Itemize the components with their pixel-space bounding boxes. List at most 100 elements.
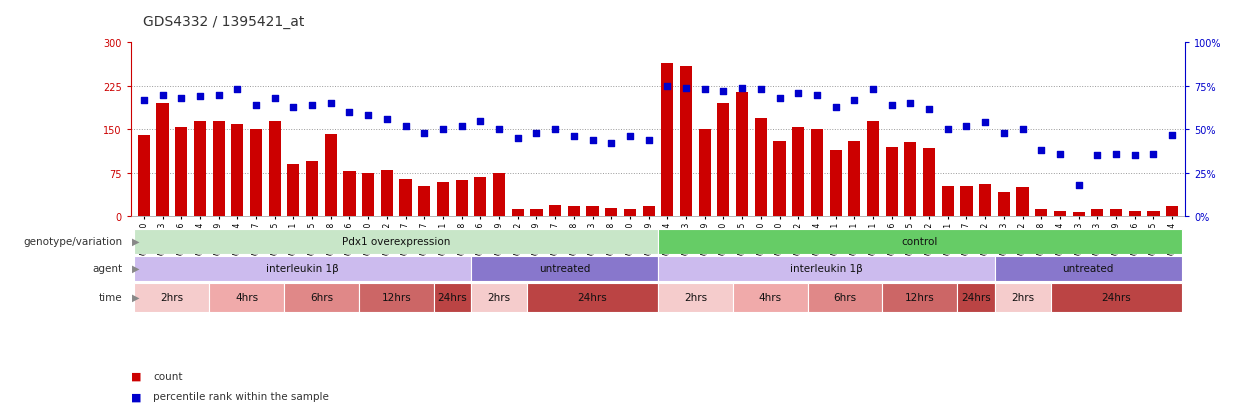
Text: interleukin 1β: interleukin 1β — [789, 263, 863, 273]
Point — [1106, 151, 1125, 158]
Point — [583, 137, 603, 144]
Bar — [605, 208, 618, 217]
Bar — [176, 127, 187, 217]
Bar — [979, 185, 991, 217]
Point — [900, 101, 920, 107]
Point — [788, 90, 808, 97]
Text: 2hrs: 2hrs — [488, 292, 510, 302]
Bar — [733, 283, 808, 312]
Point — [919, 106, 939, 113]
Bar — [792, 127, 804, 217]
Point — [676, 85, 696, 92]
Bar — [1111, 210, 1122, 217]
Bar — [157, 104, 168, 217]
Text: interleukin 1β: interleukin 1β — [266, 263, 339, 273]
Point — [994, 130, 1013, 137]
Bar — [717, 104, 730, 217]
Bar — [433, 283, 471, 312]
Point — [863, 87, 883, 93]
Point — [1068, 182, 1088, 189]
Text: count: count — [153, 371, 183, 381]
Bar — [288, 165, 300, 217]
Bar — [829, 150, 842, 217]
Point — [265, 95, 285, 102]
Bar — [527, 283, 657, 312]
Point — [881, 102, 901, 109]
Bar — [325, 135, 337, 217]
Point — [153, 92, 173, 99]
Bar — [659, 256, 995, 281]
Bar — [736, 93, 748, 217]
Bar — [960, 187, 972, 217]
Bar — [586, 206, 599, 217]
Bar — [1073, 212, 1084, 217]
Bar — [568, 206, 580, 217]
Bar — [213, 121, 224, 217]
Bar — [848, 142, 860, 217]
Text: 24hrs: 24hrs — [961, 292, 991, 302]
Text: 24hrs: 24hrs — [437, 292, 467, 302]
Point — [657, 83, 677, 90]
Bar — [306, 162, 319, 217]
Point — [190, 94, 210, 100]
Text: ▶: ▶ — [132, 237, 139, 247]
Bar — [1035, 210, 1047, 217]
Bar — [773, 142, 786, 217]
Text: 6hrs: 6hrs — [833, 292, 857, 302]
Point — [1162, 132, 1182, 139]
Point — [564, 134, 584, 140]
Point — [321, 101, 341, 107]
Bar — [661, 64, 674, 217]
Point — [639, 137, 659, 144]
Bar — [232, 124, 243, 217]
Bar — [549, 205, 561, 217]
Bar — [1129, 211, 1140, 217]
Bar — [885, 147, 898, 217]
Bar — [250, 130, 261, 217]
Text: 24hrs: 24hrs — [578, 292, 608, 302]
Bar — [512, 210, 524, 217]
Bar — [471, 256, 657, 281]
Point — [134, 97, 154, 104]
Point — [807, 92, 827, 99]
Point — [713, 89, 733, 95]
Text: ■: ■ — [131, 371, 141, 381]
Point — [377, 116, 397, 123]
Bar — [659, 283, 733, 312]
Point — [433, 127, 453, 133]
Text: 12hrs: 12hrs — [905, 292, 935, 302]
Point — [751, 87, 771, 93]
Text: ▶: ▶ — [132, 292, 139, 302]
Bar — [194, 121, 205, 217]
Bar — [134, 256, 471, 281]
Text: ■: ■ — [131, 392, 141, 401]
Bar — [941, 187, 954, 217]
Point — [1143, 151, 1163, 158]
Bar — [209, 283, 284, 312]
Text: untreated: untreated — [539, 263, 590, 273]
Point — [508, 135, 528, 142]
Text: 4hrs: 4hrs — [758, 292, 782, 302]
Bar — [1148, 211, 1159, 217]
Text: time: time — [98, 292, 122, 302]
Bar — [995, 256, 1182, 281]
Bar — [1167, 206, 1178, 217]
Bar — [471, 283, 527, 312]
Bar — [456, 181, 468, 217]
Bar — [400, 179, 412, 217]
Text: control: control — [901, 237, 937, 247]
Bar — [810, 130, 823, 217]
Text: 6hrs: 6hrs — [310, 292, 332, 302]
Bar — [957, 283, 995, 312]
Bar — [997, 192, 1010, 217]
Text: 2hrs: 2hrs — [684, 292, 707, 302]
Point — [975, 120, 995, 126]
Bar — [754, 119, 767, 217]
Point — [247, 102, 266, 109]
Bar — [344, 172, 356, 217]
Point — [359, 113, 378, 119]
Bar — [680, 66, 692, 217]
Bar — [269, 121, 281, 217]
Bar — [642, 206, 655, 217]
Point — [620, 134, 640, 140]
